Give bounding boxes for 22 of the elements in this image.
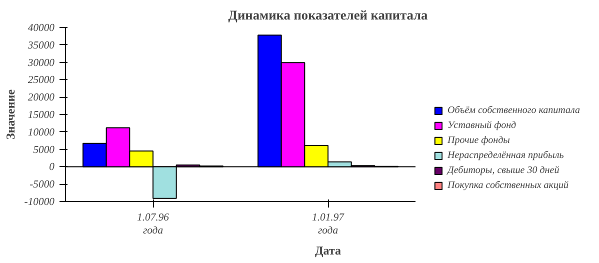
y-tick-label: -10000: [24, 197, 56, 208]
x-tick-label: 1.07.96 года: [137, 212, 170, 237]
y-tick-label: 10000: [28, 127, 56, 138]
y-tick-label: 15000: [28, 110, 56, 121]
legend-label: Уставный фонд: [448, 120, 516, 131]
y-axis-title: Значение: [3, 88, 18, 140]
x-axis-title: Дата: [315, 244, 342, 258]
x-tick-label: 1.01.97 года: [312, 212, 345, 237]
y-tick-label: 30000: [26, 58, 56, 69]
y-tick-label: 25000: [28, 75, 56, 86]
legend-label: Объём собственного капитала: [448, 105, 580, 116]
legend-label: Дебиторы, свыше 30 дней: [448, 165, 560, 176]
y-tick-label: 0: [49, 162, 56, 174]
y-tick-label: -5000: [30, 180, 56, 191]
y-tick-label: 20000: [28, 92, 56, 104]
legend-label: Прочие фонды: [448, 135, 510, 146]
y-tick-label: 40000: [28, 23, 56, 34]
y-tick-label: 5000: [33, 144, 56, 156]
chart-title: Динамика показателей капитала: [228, 8, 428, 22]
legend-label: Покупка собственных акций: [448, 180, 568, 191]
legend-label: Нераспределённая прибыль: [448, 150, 564, 161]
y-tick-label: 35000: [26, 40, 56, 52]
